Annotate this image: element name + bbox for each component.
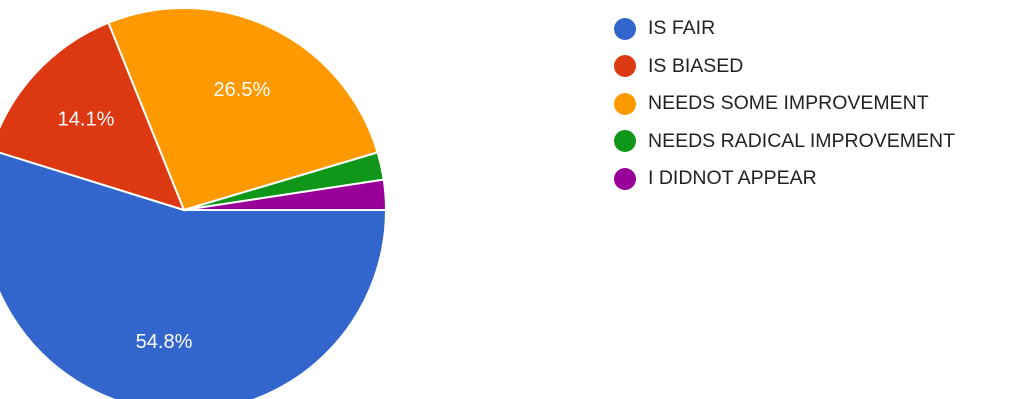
legend-label: IS BIASED bbox=[648, 54, 744, 77]
legend-swatch-icon bbox=[614, 92, 636, 115]
legend-swatch-icon bbox=[614, 55, 636, 78]
pie-slice-is-biased bbox=[0, 21, 186, 212]
pie-slice-is-fair bbox=[0, 151, 388, 399]
legend-item: NEEDS RADICAL IMPROVEMENT bbox=[614, 123, 955, 161]
legend-label: NEEDS RADICAL IMPROVEMENT bbox=[648, 129, 955, 152]
legend-item: I DIDNOT APPEAR bbox=[614, 160, 955, 198]
legend-swatch-icon bbox=[614, 130, 636, 153]
slice-label: 54.8% bbox=[136, 331, 193, 353]
legend-swatch-icon bbox=[614, 17, 636, 40]
legend-item: IS FAIR bbox=[614, 10, 955, 48]
pie-slice-needs-some-improvement bbox=[107, 7, 379, 212]
pie-slice-i-didnot-appear bbox=[183, 178, 388, 211]
legend-label: NEEDS SOME IMPROVEMENT bbox=[648, 92, 929, 115]
legend-item: IS BIASED bbox=[614, 48, 955, 86]
chart-legend: IS FAIR IS BIASED NEEDS SOME IMPROVEMENT NE… bbox=[614, 10, 955, 198]
slice-label: 26.5% bbox=[214, 79, 271, 101]
legend-item: NEEDS SOME IMPROVEMENT bbox=[614, 85, 955, 123]
legend-label: IS FAIR bbox=[648, 17, 716, 40]
legend-label: I DIDNOT APPEAR bbox=[648, 167, 817, 190]
slice-label: 14.1% bbox=[58, 109, 115, 131]
legend-swatch-icon bbox=[614, 167, 636, 190]
